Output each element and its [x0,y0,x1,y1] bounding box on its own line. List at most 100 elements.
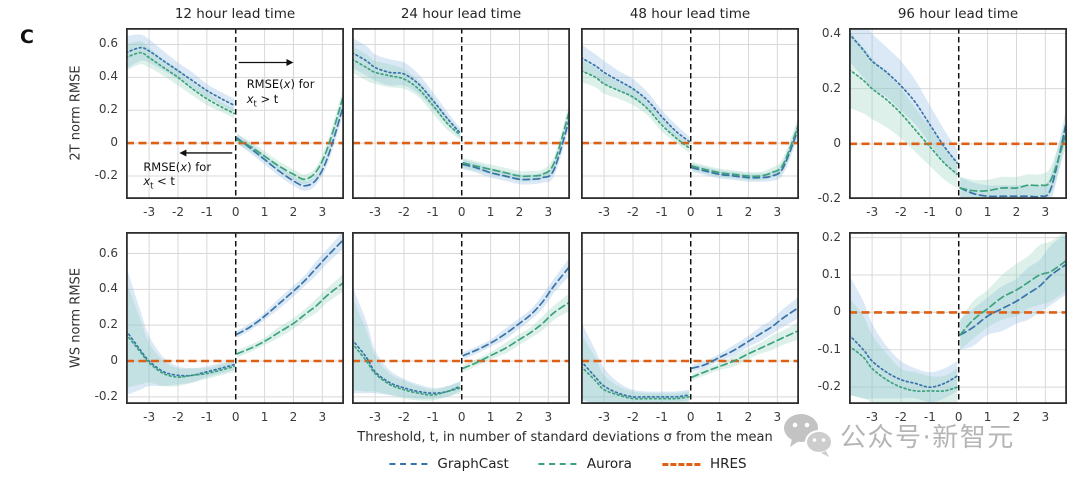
x-tick-label: -1 [923,410,936,424]
x-tick-label: -2 [894,205,907,219]
x-tick-label: 0 [457,205,466,219]
x-tick-label: -2 [894,410,907,424]
x-tick-label: -2 [397,205,410,219]
chart-canvas-ws_96h [849,232,1067,404]
chart-title-2t_12h: 12 hour lead time [174,6,296,22]
x-tick-label: 2 [289,205,298,219]
chart-panel-ws_48h: -3 -2 -1 0 1 2 3 [581,232,799,424]
x-tick-label: -3 [598,205,611,219]
y-tick-label: -0.2 [94,167,118,182]
x-tick-label: 3 [1041,410,1050,424]
x-tick-label: -3 [866,205,879,219]
x-tick-label: 1 [486,205,495,219]
legend-label: Aurora [586,456,632,472]
chart-title-2t_48h: 48 hour lead time [629,6,751,22]
y-tick-label: 0.4 [821,25,841,40]
x-tick-label: -3 [866,410,879,424]
x-tick-label: 0 [231,205,240,219]
y-tick-label: -0.1 [817,341,841,356]
y-tick-label: 0 [110,135,118,150]
chart-canvas-2t_12h [126,28,344,199]
x-tick-label: 2 [744,205,753,219]
y-tick-label: 0.2 [98,102,118,117]
x-tick-label: -3 [143,205,156,219]
x-tick-label: 1 [260,410,269,424]
aurora-dash-icon [538,463,577,465]
chart-canvas-ws_12h [126,232,344,404]
x-tick-label: 1 [715,205,724,219]
y-tick-label: -0.2 [817,379,841,394]
subfigure-label: C [20,26,34,48]
chart-panel-2t_12h: 12 hour lead time -3 -2 -1 0 1 2 3 0.6 0.4 0.2 0 -0.… [95,6,344,219]
x-tick-label: 2 [1012,410,1021,424]
watermark: 公众号·新智元 [782,412,1015,458]
x-tick-label: 2 [1012,205,1021,219]
x-tick-label: 0 [686,410,695,424]
x-tick-label: 0 [954,410,963,424]
x-tick-label: 3 [318,410,327,424]
x-tick-label: -2 [171,410,184,424]
x-tick-label: -3 [369,410,382,424]
y-tick-label: 0 [833,135,841,150]
x-tick-label: 2 [744,410,753,424]
x-axis-label: Threshold, t, in number of standard devi… [357,430,773,445]
x-tick-label: 3 [773,205,782,219]
wechat-icon [784,414,833,457]
chart-panel-2t_48h: 48 hour lead time -3 -2 -1 0 1 2 3 [581,6,799,219]
chart-panel-ws_96h: -3 -2 -1 0 1 2 3 0.2 0.1 0 -0.1 -0.2 [818,230,1067,424]
x-tick-label: 1 [486,410,495,424]
x-tick-label: -2 [626,205,639,219]
hres-dash-icon [661,462,700,466]
y-tick-label: 0.4 [98,281,118,296]
x-tick-label: 3 [773,410,782,424]
chart-canvas-ws_48h [581,232,799,404]
y-tick-label: 0.2 [98,317,118,332]
x-tick-label: -3 [369,205,382,219]
legend-label: HRES [709,456,747,472]
y-tick-label: 0.2 [821,229,841,244]
x-tick-label: 2 [515,410,524,424]
annotation: RMSE(x) for xt < t [143,159,212,192]
x-tick-label: 3 [544,205,553,219]
chart-title-2t_96h: 96 hour lead time [897,6,1019,22]
x-tick-label: 2 [515,205,524,219]
chart-canvas-2t_24h [352,28,570,199]
chart-panel-ws_12h: -3 -2 -1 0 1 2 3 0.6 0.4 0.2 0 -0.2 [95,232,344,424]
chart-panel-2t_24h: 24 hour lead time -3 -2 -1 0 1 2 3 [352,6,570,219]
x-tick-label: -1 [200,205,213,219]
y-tick-label: 0.6 [98,245,118,260]
x-tick-label: 1 [983,205,992,219]
legend-item-graphcast: GraphCast [389,456,509,472]
y-tick-label: 0.6 [98,36,118,51]
x-tick-label: -1 [200,410,213,424]
chart-panel-2t_96h: 96 hour lead time -3 -2 -1 0 1 2 3 0.4 0.2 0 -0.2 [818,6,1067,219]
x-tick-label: 3 [544,410,553,424]
x-tick-label: -2 [626,410,639,424]
y-tick-label: 0.4 [98,69,118,84]
chart-title-2t_24h: 24 hour lead time [400,6,522,22]
x-tick-label: -1 [655,205,668,219]
chart-canvas-ws_24h [352,232,570,404]
chart-panel-ws_24h: -3 -2 -1 0 1 2 3 [352,232,570,424]
watermark-text: 公众号·新智元 [840,422,1015,453]
x-tick-label: -1 [655,410,668,424]
x-tick-label: -1 [426,205,439,219]
y-tick-label: 0.1 [821,267,841,281]
x-tick-label: 3 [318,205,327,219]
x-tick-label: -3 [143,410,156,424]
x-tick-label: 2 [289,410,298,424]
x-tick-label: -1 [426,410,439,424]
y-tick-label: 0.2 [821,80,841,95]
x-tick-label: 1 [715,410,724,424]
x-tick-label: -2 [397,410,410,424]
y-tick-label: 0 [833,304,841,319]
legend-item-aurora: Aurora [538,456,632,472]
legend-item-hres: HRES [661,456,747,472]
annotation: RMSE(x) for xt > t [246,77,315,110]
x-tick-label: 0 [457,410,466,424]
y-tick-label: 0 [110,353,118,367]
x-tick-label: -2 [171,205,184,219]
graphcast-dash-icon [389,463,428,465]
x-tick-label: 0 [954,205,963,219]
